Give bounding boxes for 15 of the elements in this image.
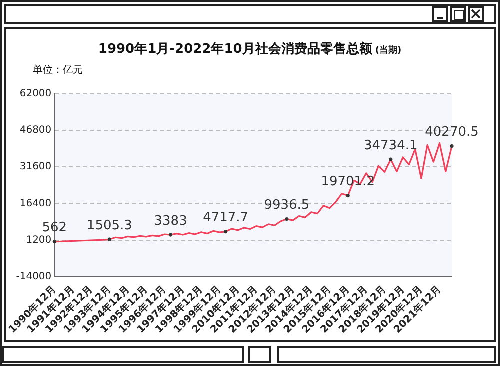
y-tick-label: 31600 xyxy=(20,162,52,173)
chart-subtitle: (当期) xyxy=(375,46,402,56)
y-tick-label: 62000 xyxy=(20,88,52,100)
y-tick-label: 16400 xyxy=(20,198,52,210)
y-tick-label: 1200 xyxy=(26,234,52,246)
y-axis-title: 单位：亿元 xyxy=(33,64,83,77)
data-label: 4717.7 xyxy=(203,210,249,226)
data-label: 40270.5 xyxy=(425,125,479,140)
data-label: 1505.3 xyxy=(86,218,132,234)
data-label: 9936.5 xyxy=(264,198,310,214)
chart-title: 1990年1月-2022年10月社会消费品零售总额 xyxy=(98,42,372,57)
data-label: 3383 xyxy=(154,214,188,229)
y-tick-label: 46800 xyxy=(20,125,52,136)
y-tick-label: -14000 xyxy=(16,271,52,282)
data-label: 34734.1 xyxy=(364,138,418,154)
